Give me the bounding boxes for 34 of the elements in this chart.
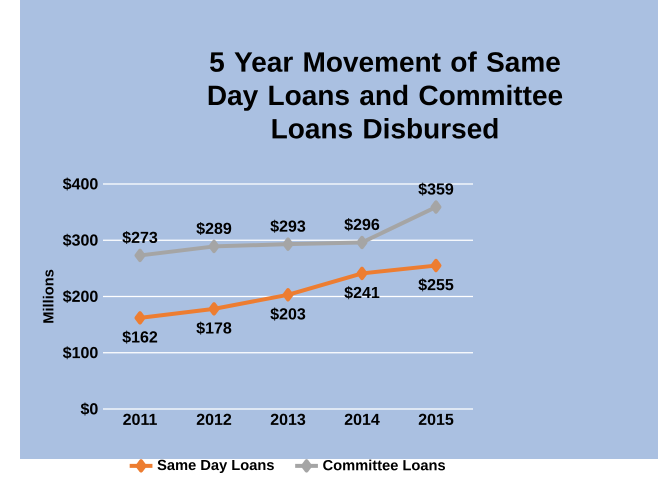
data-label: $293 bbox=[270, 220, 306, 234]
point bbox=[282, 238, 294, 252]
data-label: $203 bbox=[270, 308, 306, 321]
data-label: $255 bbox=[418, 278, 454, 292]
data-label: $178 bbox=[196, 322, 232, 335]
point bbox=[208, 240, 220, 254]
x-tick-label: 2011 bbox=[123, 414, 157, 426]
data-label: $296 bbox=[344, 218, 380, 232]
data-label: $289 bbox=[196, 222, 232, 236]
chart-title: 5 Year Movement of Same Day Loans and Committee Loans Disbursed bbox=[208, 52, 562, 139]
point bbox=[208, 302, 220, 316]
data-label: $241 bbox=[344, 286, 380, 300]
y-tick-label: $200 bbox=[62, 290, 98, 304]
legend-label: Committee Loans bbox=[323, 460, 446, 471]
point bbox=[430, 200, 442, 214]
y-tick-label: $100 bbox=[62, 346, 98, 360]
y-tick-label: $400 bbox=[62, 178, 98, 191]
y-tick-label: $300 bbox=[62, 234, 98, 247]
x-tick-label: 2014 bbox=[344, 414, 380, 426]
legend-label: Same Day Loans bbox=[158, 460, 274, 474]
y-axis-title: Millions bbox=[42, 270, 54, 324]
y-tick-label: $0 bbox=[80, 402, 98, 416]
x-tick-label: 2015 bbox=[418, 414, 454, 426]
point bbox=[282, 288, 294, 302]
point bbox=[134, 311, 146, 325]
point bbox=[430, 259, 442, 272]
data-label: $162 bbox=[122, 330, 158, 344]
data-label: $273 bbox=[122, 231, 158, 244]
data-label: $359 bbox=[418, 182, 454, 196]
x-tick-label: 2013 bbox=[270, 414, 306, 426]
point bbox=[356, 266, 368, 280]
point bbox=[356, 236, 368, 250]
point bbox=[134, 248, 146, 262]
x-tick-label: 2012 bbox=[196, 414, 232, 426]
